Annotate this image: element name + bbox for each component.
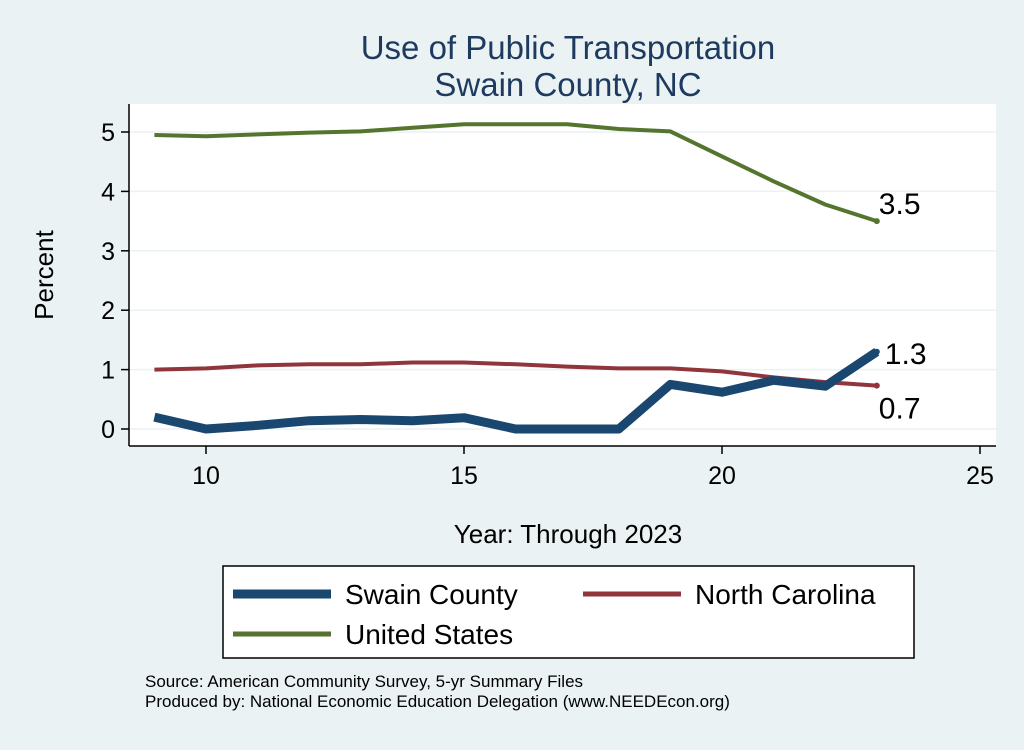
y-axis-label: Percent bbox=[29, 229, 59, 319]
series-line-united-states bbox=[154, 122, 878, 224]
legend-box bbox=[222, 565, 915, 659]
legend-label: North Carolina bbox=[695, 579, 876, 610]
plot-area bbox=[129, 104, 996, 446]
y-axis-ticks: 0 1 2 3 4 5 bbox=[101, 119, 129, 444]
series-end-point bbox=[873, 382, 880, 389]
x-tick-label: 15 bbox=[450, 462, 478, 490]
x-axis-label: Year: Through 2023 bbox=[454, 519, 682, 549]
x-tick-label: 10 bbox=[192, 462, 220, 490]
y-tick-label: 5 bbox=[101, 119, 115, 147]
y-tick-label: 4 bbox=[101, 178, 115, 206]
x-axis-ticks: 10 15 20 25 bbox=[192, 446, 994, 490]
y-tick-label: 2 bbox=[101, 297, 115, 325]
end-labels: 1.3 0.7 3.5 bbox=[879, 188, 927, 426]
end-value-label: 0.7 bbox=[879, 393, 921, 426]
x-tick-label: 25 bbox=[966, 462, 994, 490]
y-tick-label: 3 bbox=[101, 238, 115, 266]
legend-label: Swain County bbox=[345, 579, 518, 610]
x-tick-label: 20 bbox=[708, 462, 736, 490]
chart-subtitle: Swain County, NC bbox=[434, 66, 701, 103]
legend-label: United States bbox=[345, 619, 513, 650]
end-value-label: 1.3 bbox=[885, 338, 927, 371]
series-line-swain-county bbox=[153, 348, 880, 434]
series-end-point bbox=[873, 218, 880, 225]
series-line-north-carolina bbox=[154, 360, 877, 388]
chart-title: Use of Public Transportation bbox=[361, 29, 776, 66]
source-note: Source: American Community Survey, 5-yr … bbox=[145, 672, 584, 691]
y-tick-label: 1 bbox=[101, 357, 115, 385]
produced-by-note: Produced by: National Economic Education… bbox=[145, 692, 730, 711]
series-end-point bbox=[873, 348, 880, 355]
legend: Swain County North Carolina United States bbox=[222, 565, 915, 659]
end-value-label: 3.5 bbox=[879, 188, 921, 221]
series-layer bbox=[153, 122, 880, 434]
y-tick-label: 0 bbox=[101, 416, 115, 444]
